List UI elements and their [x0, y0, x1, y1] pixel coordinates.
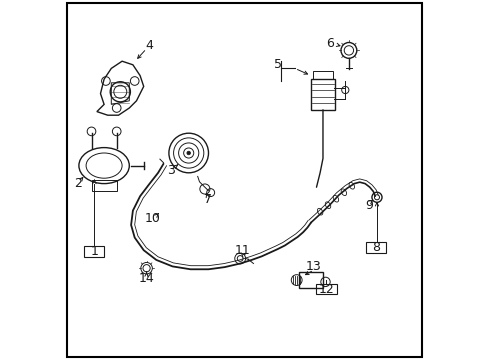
Text: 8: 8 [371, 241, 380, 254]
Text: 6: 6 [325, 37, 333, 50]
Text: 2: 2 [74, 177, 82, 190]
Circle shape [186, 151, 190, 155]
Bar [298, 272, 322, 288]
Bar [91, 180, 117, 191]
Text: 4: 4 [145, 39, 153, 51]
Text: 14: 14 [139, 272, 154, 285]
Bar [312, 71, 332, 79]
Text: 11: 11 [234, 244, 250, 257]
Bar [84, 246, 104, 257]
Text: 12: 12 [318, 283, 333, 296]
Bar [310, 79, 334, 110]
Text: 7: 7 [204, 193, 212, 206]
Text: 1: 1 [90, 245, 98, 258]
Bar [366, 242, 385, 253]
Text: 9: 9 [364, 199, 372, 212]
Text: 13: 13 [305, 260, 321, 273]
Text: 3: 3 [167, 164, 175, 177]
Text: 5: 5 [273, 58, 281, 71]
Bar [315, 284, 336, 294]
Text: 10: 10 [144, 212, 161, 225]
